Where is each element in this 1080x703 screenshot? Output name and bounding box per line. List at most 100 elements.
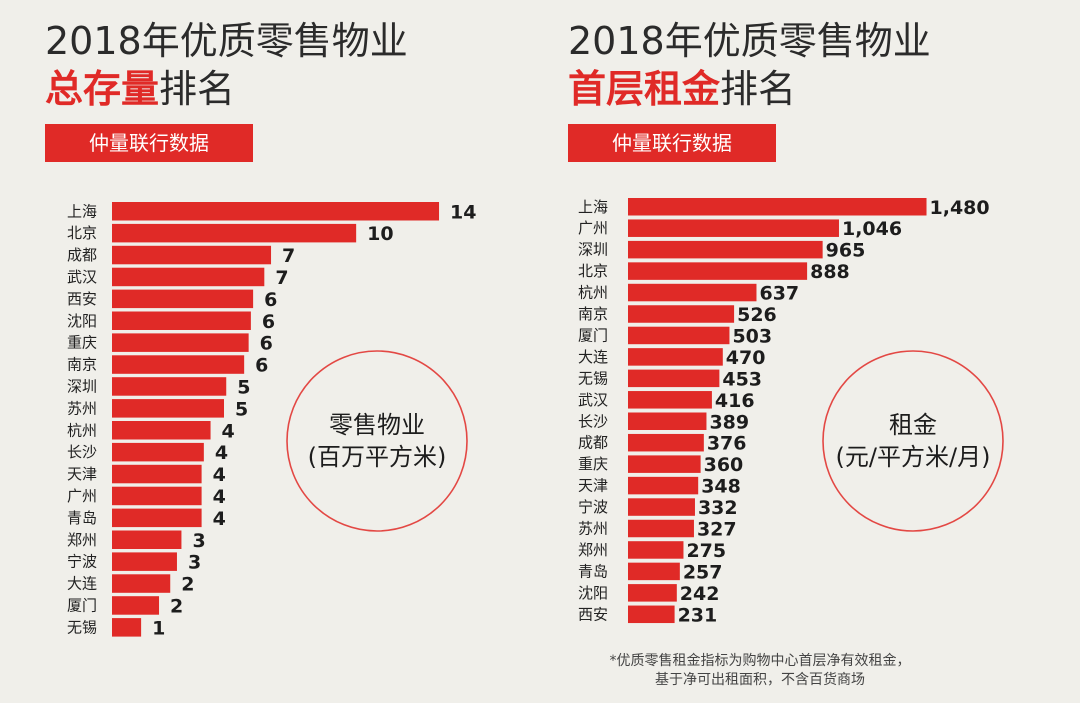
category-label: 沈阳 xyxy=(67,312,97,330)
right-title-suffix: 排名 xyxy=(720,67,797,111)
value-label: 6 xyxy=(264,289,277,311)
category-label: 大连 xyxy=(578,348,608,366)
bar xyxy=(112,464,202,484)
bar xyxy=(628,412,707,430)
bar xyxy=(628,455,701,473)
bar xyxy=(628,198,927,216)
bar xyxy=(112,530,182,549)
footnote: *优质零售租金指标为购物中心首层净有效租金， 基于净可出租面积，不含百货商场 xyxy=(560,652,960,690)
category-label: 深圳 xyxy=(67,377,97,395)
bar xyxy=(112,399,224,418)
value-label: 327 xyxy=(697,519,737,541)
bar xyxy=(112,442,204,462)
right-circle-title: 租金 xyxy=(889,411,937,439)
right-source-badge: 仲量联行数据 xyxy=(568,124,776,162)
bar xyxy=(628,584,677,602)
bar xyxy=(628,283,757,302)
right-panel: 2018年优质零售物业 首层租金排名 仲量联行数据 上海 1,480 广州 1,046… xyxy=(540,0,1080,703)
value-label: 5 xyxy=(235,398,248,420)
left-title-line2: 总存量排名 xyxy=(45,66,235,112)
value-label: 3 xyxy=(188,552,201,574)
category-label: 上海 xyxy=(67,202,97,220)
bar xyxy=(112,486,202,506)
left-unit-circle xyxy=(286,350,468,532)
left-circle-title: 零售物业 xyxy=(329,411,425,439)
value-label: 4 xyxy=(213,508,226,530)
category-label: 广州 xyxy=(578,219,608,237)
category-label: 长沙 xyxy=(67,443,97,461)
bar xyxy=(112,574,171,593)
category-label: 西安 xyxy=(67,290,97,308)
bar xyxy=(112,333,249,352)
category-label: 上海 xyxy=(578,198,608,216)
left-panel: 2018年优质零售物业 总存量排名 仲量联行数据 上海 14 北京 10 成都 7 武汉 7 西… xyxy=(45,19,476,639)
right-circle-text: 租金 (元/平方米/月) xyxy=(823,409,1003,473)
category-label: 南京 xyxy=(578,305,608,323)
bar xyxy=(628,391,712,409)
bar xyxy=(112,552,177,571)
value-label: 10 xyxy=(367,223,393,245)
category-label: 重庆 xyxy=(578,455,608,473)
right-title-line2: 首层租金排名 xyxy=(568,66,796,112)
category-label: 厦门 xyxy=(67,596,97,614)
bar xyxy=(112,596,160,615)
value-label: 242 xyxy=(680,583,720,605)
category-label: 苏州 xyxy=(578,520,608,538)
value-label: 526 xyxy=(737,304,777,326)
right-title-highlight: 首层租金 xyxy=(568,67,721,111)
bar xyxy=(112,508,202,528)
value-label: 1,046 xyxy=(842,218,902,240)
value-label: 6 xyxy=(260,333,273,355)
category-label: 无锡 xyxy=(578,369,608,387)
bar xyxy=(628,519,694,538)
bar xyxy=(628,605,675,624)
left-circle-unit: (百万平方米) xyxy=(307,443,447,471)
value-label: 348 xyxy=(701,476,741,498)
bar xyxy=(112,421,211,440)
bar xyxy=(112,377,227,396)
category-label: 郑州 xyxy=(67,531,97,549)
value-label: 7 xyxy=(282,245,295,267)
value-label: 3 xyxy=(192,530,205,552)
value-label: 6 xyxy=(262,311,275,333)
bar xyxy=(112,245,272,265)
category-label: 厦门 xyxy=(578,326,608,344)
value-label: 888 xyxy=(810,261,850,283)
category-label: 青岛 xyxy=(578,562,608,580)
footnote-line1: *优质零售租金指标为购物中心首层净有效租金， xyxy=(609,653,911,669)
bar xyxy=(112,311,251,330)
value-label: 5 xyxy=(237,376,250,398)
bar xyxy=(628,262,808,280)
category-label: 杭州 xyxy=(578,284,608,302)
category-label: 武汉 xyxy=(578,391,608,409)
category-label: 沈阳 xyxy=(578,584,608,602)
bar xyxy=(628,541,684,559)
left-circle-text: 零售物业 (百万平方米) xyxy=(287,409,467,473)
bar xyxy=(628,476,699,495)
category-label: 广州 xyxy=(67,487,97,505)
category-label: 武汉 xyxy=(67,268,97,286)
bar xyxy=(112,618,142,637)
category-label: 深圳 xyxy=(578,241,608,259)
category-label: 成都 xyxy=(67,246,97,264)
bar xyxy=(628,240,823,259)
bar xyxy=(112,267,265,287)
value-label: 7 xyxy=(275,267,288,289)
left-title-highlight: 总存量 xyxy=(45,67,160,111)
rent-bar-chart: 上海 1,480 广州 1,046 深圳 965 北京 888 杭州 637 南京 526 厦门 503 大… xyxy=(578,197,1004,626)
category-label: 苏州 xyxy=(67,399,97,417)
value-label: 275 xyxy=(686,540,726,562)
bar xyxy=(628,305,735,323)
bar xyxy=(112,355,245,374)
bar xyxy=(112,223,357,243)
value-label: 4 xyxy=(213,464,226,486)
value-label: 2 xyxy=(170,595,183,617)
left-title-line1: 2018年优质零售物业 xyxy=(45,19,408,63)
category-label: 天津 xyxy=(578,477,608,495)
value-label: 637 xyxy=(759,283,799,305)
value-label: 1 xyxy=(152,617,165,639)
value-label: 416 xyxy=(715,390,755,412)
category-label: 重庆 xyxy=(67,334,97,352)
category-label: 宁波 xyxy=(67,553,97,571)
value-label: 360 xyxy=(704,454,744,476)
